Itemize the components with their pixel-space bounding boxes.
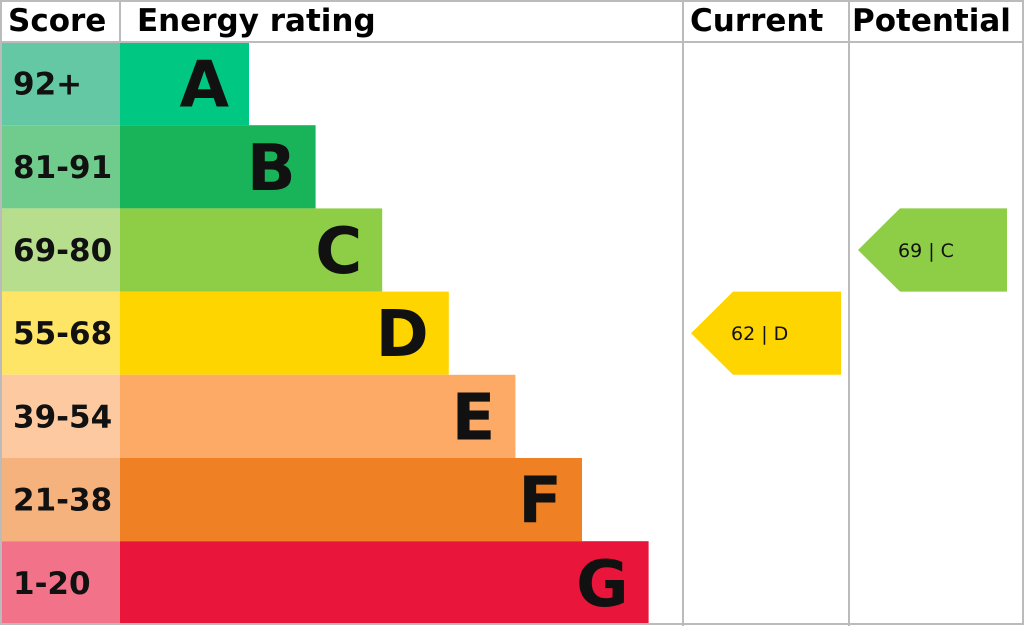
score-range-label: 39-54 (13, 399, 112, 435)
potential-rating-label: 69 | C (898, 240, 954, 262)
band-letter: F (518, 465, 562, 539)
band-bar-b (120, 125, 316, 209)
score-range-label: 69-80 (13, 233, 112, 269)
score-cell-e (0, 374, 120, 458)
band-bar-f (120, 458, 582, 542)
score-range-label: 92+ (13, 67, 82, 103)
header-potential: Potential (852, 3, 1011, 39)
band-letter: A (179, 49, 229, 123)
header-current: Current (690, 3, 823, 39)
score-cell-b (0, 125, 120, 209)
score-cell-a (0, 42, 120, 126)
band-bar-a (120, 42, 249, 126)
score-range-label: 81-91 (13, 150, 112, 186)
potential-rating-arrow (858, 208, 1007, 292)
score-cell-g (0, 541, 120, 625)
current-rating-arrow (691, 291, 841, 375)
band-bar-e (120, 374, 516, 458)
band-letter: C (315, 215, 362, 289)
band-letter: B (247, 132, 296, 206)
band-bar-d (120, 291, 449, 375)
header-energy-rating: Energy rating (137, 3, 376, 39)
band-bar-c (120, 208, 383, 292)
header-score: Score (8, 3, 106, 39)
band-letter: D (376, 298, 429, 372)
score-cell-d (0, 291, 120, 375)
current-rating-label: 62 | D (731, 323, 788, 345)
band-letter: E (452, 381, 496, 455)
score-cell-c (0, 208, 120, 292)
band-letter: G (576, 548, 629, 622)
score-range-label: 1-20 (13, 566, 91, 602)
band-bar-g (120, 541, 649, 625)
score-range-label: 21-38 (13, 483, 112, 519)
score-cell-f (0, 458, 120, 542)
score-range-label: 55-68 (13, 316, 112, 352)
